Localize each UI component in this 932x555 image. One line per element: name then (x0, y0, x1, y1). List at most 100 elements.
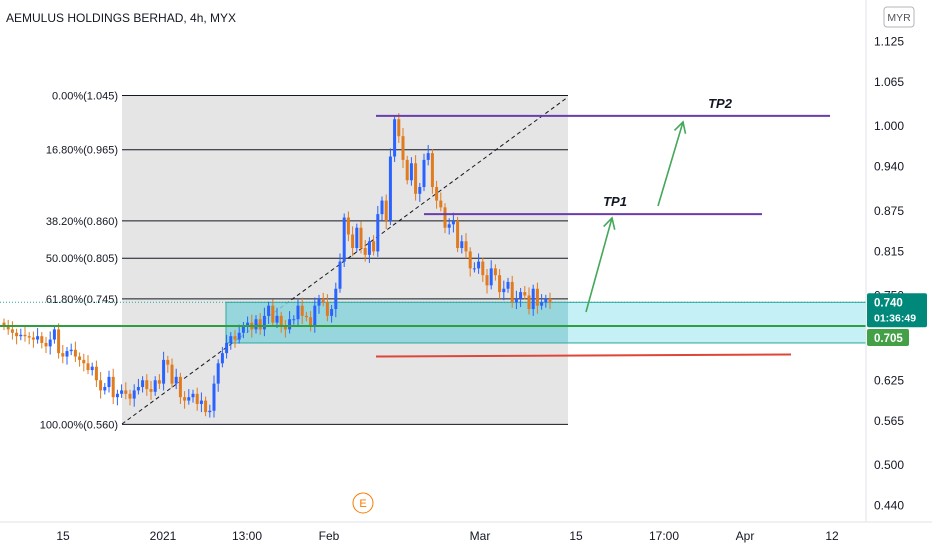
chart-title: AEMULUS HOLDINGS BERHAD, 4h, MYX (6, 11, 236, 25)
candle-body (94, 366, 98, 381)
price-tick-label: 1.125 (874, 34, 904, 48)
candle (103, 382, 107, 395)
candle-body (464, 241, 468, 252)
earnings-event-marker[interactable]: E (352, 492, 374, 514)
candle (275, 307, 279, 329)
candle (31, 331, 35, 348)
candle (52, 325, 56, 344)
time-tick-label: 17:00 (649, 529, 679, 543)
candle-body (124, 390, 128, 394)
candle-body (531, 288, 535, 310)
candle (422, 153, 426, 192)
candle (514, 290, 518, 310)
candle (510, 275, 514, 308)
candle-body (460, 241, 464, 249)
candle (6, 319, 10, 335)
candle-body (380, 200, 384, 215)
candle (498, 269, 502, 299)
currency-label: MYR (887, 12, 911, 24)
arrow-head (603, 216, 616, 230)
candle (296, 299, 300, 327)
candle-body (510, 281, 514, 303)
candle-body (346, 217, 350, 235)
currency-button[interactable]: MYR (883, 6, 915, 28)
arrow-head (673, 120, 687, 134)
candle (414, 155, 418, 201)
candle-body (477, 261, 481, 269)
candle-body (225, 342, 229, 354)
candle (451, 212, 455, 233)
candle (485, 269, 489, 294)
candle (199, 392, 203, 413)
candle-body (145, 380, 149, 390)
candle (149, 380, 153, 400)
candle (535, 282, 539, 314)
candle-body (27, 336, 31, 338)
candle (544, 294, 548, 308)
candle (523, 286, 527, 300)
event-letter: E (359, 498, 366, 510)
candle-body (229, 336, 233, 343)
candle (225, 334, 229, 359)
candle (120, 384, 124, 398)
candle-body (120, 390, 124, 394)
candle-body (535, 288, 539, 306)
time-axis[interactable]: 15 2021 13:00 Feb Mar 15 17:00 Apr 12 (56, 529, 839, 543)
candle (267, 301, 271, 324)
candle (61, 344, 65, 364)
candle-body (103, 387, 107, 391)
candle-body (544, 298, 548, 303)
candle-body (90, 366, 94, 371)
candle-body (388, 156, 392, 221)
candle (204, 396, 208, 417)
candle (162, 351, 166, 391)
candle (90, 362, 94, 376)
candle-body (376, 214, 380, 252)
candle-body (481, 261, 485, 276)
time-tick-label: 13:00 (232, 529, 262, 543)
candle-body (304, 315, 308, 318)
candle (44, 336, 48, 354)
candle-body (183, 397, 187, 401)
candle (346, 211, 350, 242)
candle-body (359, 227, 363, 249)
price-tick-label: 0.940 (874, 160, 904, 174)
candle (195, 387, 199, 411)
candle-body (136, 387, 140, 391)
candle-body (73, 349, 77, 357)
drawings[interactable]: TP2 TP1 E (0, 96, 866, 514)
candle-body (271, 305, 275, 323)
candle (325, 294, 329, 322)
candle-body (2, 322, 6, 327)
candle-body (78, 356, 82, 360)
candle (40, 332, 44, 349)
price-axis[interactable]: 1.1251.0651.0000.9400.8750.8150.7500.690… (874, 34, 904, 512)
arrow-to-tp2[interactable] (657, 120, 687, 207)
tp1-label: TP1 (603, 194, 627, 209)
stop-line[interactable] (375, 353, 792, 358)
candle-body (418, 187, 422, 194)
bar-countdown: 01:36:49 (874, 312, 916, 324)
candle-body (309, 317, 313, 327)
fib-level-label: 16.80%(0.965) (46, 145, 118, 157)
candle (187, 389, 191, 405)
target-zone-overlap[interactable] (226, 302, 568, 343)
current-price-flag-bg (867, 293, 927, 328)
candle-body (456, 220, 460, 249)
arrow-to-tp1[interactable] (585, 216, 616, 313)
candle (241, 321, 245, 339)
candle (430, 149, 434, 194)
candle-body (325, 302, 329, 316)
candle-body (279, 315, 283, 327)
candle-body (468, 251, 472, 269)
candle-body (342, 217, 346, 262)
candle-body (99, 380, 103, 391)
candle (254, 315, 258, 334)
candle (258, 313, 262, 335)
candle (78, 352, 82, 367)
candle-body (19, 334, 23, 337)
candle-body (254, 319, 258, 330)
candle-body (514, 298, 518, 303)
candle-body (283, 326, 287, 330)
